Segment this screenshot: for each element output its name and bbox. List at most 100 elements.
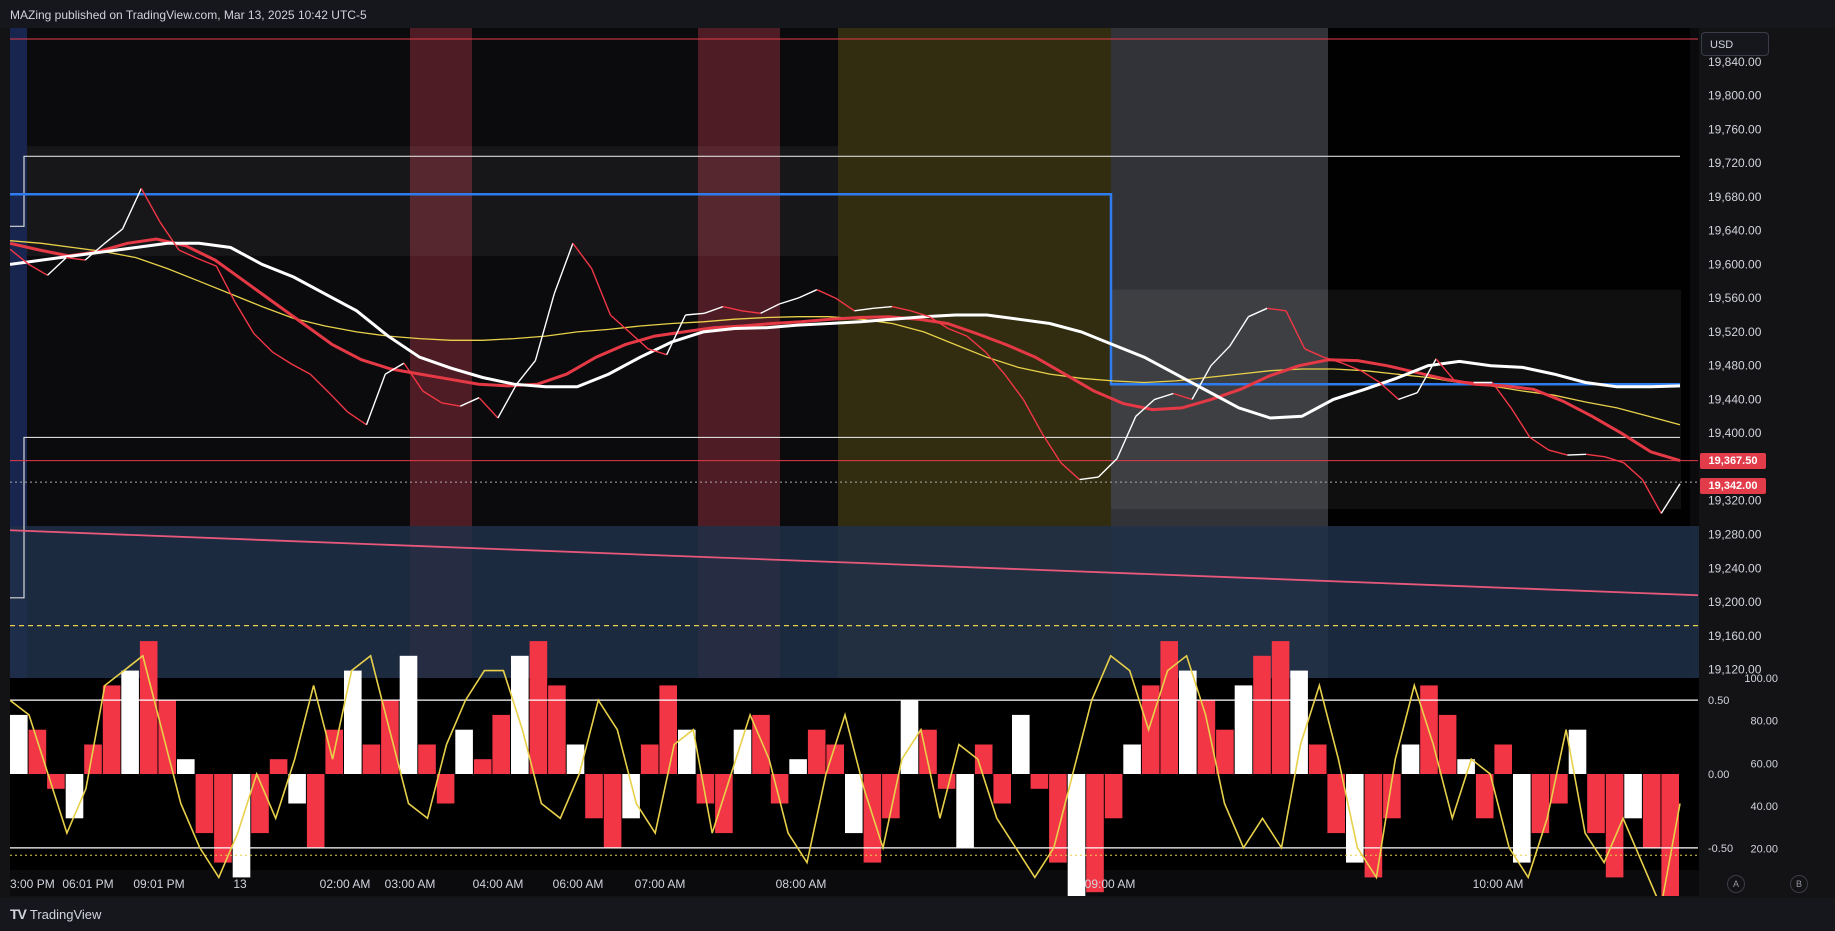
price-segment xyxy=(966,335,987,353)
price-tick-label: 19,440.00 xyxy=(1708,392,1762,406)
range-box-upper xyxy=(27,146,838,256)
price-segment xyxy=(1003,373,1024,400)
chart-frame[interactable]: 19,840.00 19,800.00 19,760.00 19,720.00 19,6… xyxy=(10,28,1778,896)
chart-svg[interactable]: 19,840.00 19,800.00 19,760.00 19,720.00 19,6… xyxy=(10,28,1790,896)
price-segment xyxy=(178,249,198,260)
tradingview-logo[interactable]: TV TradingView xyxy=(10,906,101,922)
oscillator-bar xyxy=(1587,774,1605,834)
price-segment xyxy=(1341,362,1362,372)
price-segment xyxy=(1173,392,1193,401)
price-segment xyxy=(873,305,892,309)
oscillator-bar xyxy=(974,744,993,774)
price-segment xyxy=(609,314,630,333)
price-segment xyxy=(891,305,911,312)
oscillator-bar xyxy=(121,670,139,774)
price-segment xyxy=(1641,479,1662,514)
price-segment xyxy=(478,397,499,419)
osc-right-tick-label: 40.00 xyxy=(1750,801,1778,813)
time-tick-label: 06:01 PM xyxy=(62,877,113,891)
oscillator-bar xyxy=(102,685,121,774)
price-segment xyxy=(1022,399,1043,434)
price-segment xyxy=(947,327,968,337)
price-segment xyxy=(291,363,311,375)
price-segment xyxy=(197,257,217,267)
oscillator-bar xyxy=(436,774,455,804)
oscillator-bar xyxy=(1012,714,1030,774)
price-segment xyxy=(1323,356,1343,364)
price-tick-label: 19,240.00 xyxy=(1708,561,1762,575)
currency-button[interactable]: USD xyxy=(1701,32,1769,56)
price-segment xyxy=(835,297,855,312)
oscillator-bar xyxy=(1661,774,1679,896)
oscillator-bar xyxy=(1531,774,1550,834)
price-tick-label: 19,720.00 xyxy=(1708,156,1762,170)
oscillator-bar xyxy=(195,774,214,834)
oscillator-bar xyxy=(139,641,158,774)
price-segment xyxy=(272,351,292,365)
oscillator-bar xyxy=(548,685,566,774)
price-segment xyxy=(159,221,180,251)
price-segment xyxy=(328,392,349,413)
time-tick-label: 08:00 AM xyxy=(776,877,827,891)
time-tick-label: 02:00 AM xyxy=(320,877,371,891)
price-segment xyxy=(1454,380,1474,384)
price-segment xyxy=(422,390,442,404)
price-segment xyxy=(516,360,536,385)
price-segment xyxy=(1567,453,1587,456)
level-blue xyxy=(10,193,1680,386)
oscillator-bar xyxy=(1290,670,1308,774)
price-segment xyxy=(854,307,874,312)
oscillator-bar xyxy=(1030,774,1049,789)
level-white-upper xyxy=(10,155,1680,227)
oscillator-bar xyxy=(1123,744,1141,774)
oscillator-bar xyxy=(158,700,176,774)
oscillator-bar xyxy=(752,714,770,774)
oscillator-bar xyxy=(418,744,436,774)
price-segment xyxy=(534,293,555,361)
price-tick-label: 19,760.00 xyxy=(1708,122,1762,136)
price-segment xyxy=(140,188,161,223)
oscillator-bar xyxy=(1141,685,1160,774)
price-segment xyxy=(1660,483,1681,514)
scale-button-a[interactable]: A xyxy=(1727,875,1745,893)
oscillator-bar xyxy=(1642,774,1661,848)
price-segment xyxy=(1191,365,1212,400)
oscillator-signal-line xyxy=(10,654,1681,896)
oscillator-bar xyxy=(28,729,47,774)
price-segment xyxy=(1416,358,1437,394)
oscillator-bar xyxy=(269,759,288,774)
price-segment xyxy=(1210,345,1231,367)
price-segment xyxy=(215,265,236,303)
oscillator-bar xyxy=(937,774,956,789)
price-segment xyxy=(1360,370,1381,384)
price-segment xyxy=(1510,407,1531,438)
price-segment xyxy=(1079,476,1099,481)
oscillator-bar xyxy=(882,774,900,819)
price-tick-label: 19,320.00 xyxy=(1708,494,1762,508)
time-tick-label: 04:00 AM xyxy=(473,877,524,891)
oscillator-bar xyxy=(1475,774,1494,819)
ema-red-line xyxy=(10,237,1681,463)
price-segment xyxy=(441,402,461,407)
price-segment xyxy=(1285,310,1306,350)
oscillator-bar xyxy=(10,714,28,774)
oscillator-bar xyxy=(1308,744,1327,774)
price-segment xyxy=(10,248,30,265)
oscillator-bar xyxy=(1160,641,1178,774)
price-segment xyxy=(28,263,48,276)
price-segment xyxy=(121,188,142,230)
oscillator-bar xyxy=(1513,774,1531,863)
price-segment xyxy=(309,373,330,394)
price-segment xyxy=(1435,358,1456,382)
price-tick-label: 19,640.00 xyxy=(1708,224,1762,238)
price-segment xyxy=(797,289,818,299)
osc-left-tick-label: 0.50 xyxy=(1708,695,1729,707)
price-tag-last: 19,342.00 xyxy=(1700,478,1766,494)
price-tick-label: 19,480.00 xyxy=(1708,359,1762,373)
price-segment xyxy=(910,310,930,318)
footer-bar xyxy=(0,898,1835,931)
scale-button-b[interactable]: B xyxy=(1790,875,1808,893)
price-segment xyxy=(1529,436,1550,451)
oscillator-bar xyxy=(1271,641,1290,774)
oscillator-bar xyxy=(603,774,622,848)
